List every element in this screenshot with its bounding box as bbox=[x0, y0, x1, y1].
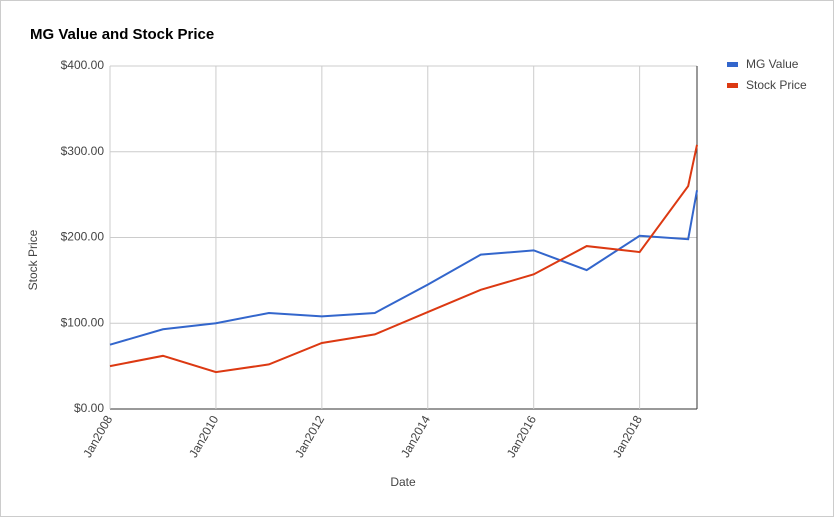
legend-swatch bbox=[727, 83, 738, 88]
y-tick-label: $200.00 bbox=[61, 230, 105, 244]
y-tick-label: $300.00 bbox=[61, 144, 105, 158]
y-tick-label: $0.00 bbox=[74, 401, 104, 415]
y-tick-label: $100.00 bbox=[61, 315, 105, 329]
x-axis-label: Date bbox=[390, 475, 416, 489]
y-tick-label: $400.00 bbox=[61, 58, 105, 72]
line bbox=[109, 144, 698, 374]
chart-title: MG Value and Stock Price bbox=[30, 26, 214, 43]
legend-label: MG Value bbox=[746, 57, 799, 71]
line bbox=[109, 190, 698, 346]
legend-label: Stock Price bbox=[746, 78, 807, 92]
y-axis-label: Stock Price bbox=[26, 229, 40, 290]
legend-swatch bbox=[727, 62, 738, 67]
